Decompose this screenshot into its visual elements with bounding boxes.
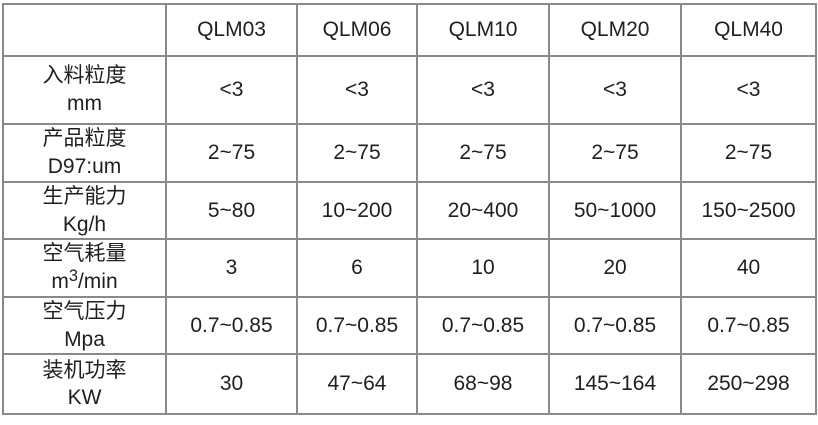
table-cell: 47~64 <box>296 353 418 416</box>
table-row-installed-power: 装机功率 KW 30 47~64 68~98 145~164 250~298 <box>2 353 817 416</box>
row-header: 空气耗量 m3/min <box>2 238 167 298</box>
table-corner-cell <box>2 3 167 57</box>
param-name: 装机功率 <box>42 358 127 382</box>
param-unit: Mpa <box>64 327 105 351</box>
table-cell: 0.7~0.85 <box>296 295 418 356</box>
table-cell: 250~298 <box>680 353 817 416</box>
row-header: 生产能力 Kg/h <box>2 180 167 241</box>
column-header: QLM03 <box>165 3 298 57</box>
row-header: 入料粒度 mm <box>2 55 167 125</box>
table-row-capacity: 生产能力 Kg/h 5~80 10~200 20~400 50~1000 150… <box>2 180 817 241</box>
table-cell: 20 <box>548 238 682 298</box>
param-unit: KW <box>67 386 102 410</box>
table-cell: 40 <box>680 238 817 298</box>
param-name: 空气压力 <box>42 299 127 323</box>
table-cell: 3 <box>165 238 298 298</box>
table-cell: <3 <box>296 55 418 125</box>
param-name: 生产能力 <box>42 185 127 208</box>
table-row-air-pressure: 空气压力 Mpa 0.7~0.85 0.7~0.85 0.7~0.85 0.7~… <box>2 295 817 356</box>
spec-table: QLM03 QLM06 QLM10 QLM20 QLM40 入料粒度 mm <3… <box>2 3 817 416</box>
table-row-air-consumption: 空气耗量 m3/min 3 6 10 20 40 <box>2 238 817 298</box>
param-unit: Kg/h <box>62 212 107 236</box>
param-unit: mm <box>67 92 102 115</box>
row-header: 装机功率 KW <box>2 353 167 416</box>
header-row: QLM03 QLM06 QLM10 QLM20 QLM40 <box>2 3 817 57</box>
table-cell: 2~75 <box>296 123 418 183</box>
table-cell: <3 <box>548 55 682 125</box>
row-header: 产品粒度 D97:um <box>2 123 167 183</box>
param-name: 产品粒度 <box>42 127 127 151</box>
table-cell: 2~75 <box>680 123 817 183</box>
column-header: QLM06 <box>296 3 418 57</box>
column-header: QLM10 <box>416 3 550 57</box>
column-header: QLM20 <box>548 3 682 57</box>
table-cell: 20~400 <box>416 180 550 241</box>
table-cell: 0.7~0.85 <box>165 295 298 356</box>
table-cell: 145~164 <box>548 353 682 416</box>
table-cell: 10~200 <box>296 180 418 241</box>
table-cell: <3 <box>165 55 298 125</box>
table-cell: 10 <box>416 238 550 298</box>
table-row-feed-size: 入料粒度 mm <3 <3 <3 <3 <3 <box>2 55 817 125</box>
table-cell: 2~75 <box>165 123 298 183</box>
param-name: 入料粒度 <box>42 64 127 88</box>
table-cell: <3 <box>416 55 550 125</box>
table-cell: 50~1000 <box>548 180 682 241</box>
table-cell: 68~98 <box>416 353 550 416</box>
table-cell: 5~80 <box>165 180 298 241</box>
table-cell: 0.7~0.85 <box>416 295 550 356</box>
table-cell: 0.7~0.85 <box>680 295 817 356</box>
table-cell: 2~75 <box>548 123 682 183</box>
column-header: QLM40 <box>680 3 817 57</box>
table-cell: 6 <box>296 238 418 298</box>
param-name: 空气耗量 <box>42 242 127 266</box>
table-row-product-size: 产品粒度 D97:um 2~75 2~75 2~75 2~75 2~75 <box>2 123 817 183</box>
param-unit: m3/min <box>51 267 118 294</box>
table-cell: 150~2500 <box>680 180 817 241</box>
param-unit: D97:um <box>47 155 122 178</box>
table-cell: 2~75 <box>416 123 550 183</box>
table-cell: <3 <box>680 55 817 125</box>
table-cell: 30 <box>165 353 298 416</box>
row-header: 空气压力 Mpa <box>2 295 167 356</box>
table-cell: 0.7~0.85 <box>548 295 682 356</box>
